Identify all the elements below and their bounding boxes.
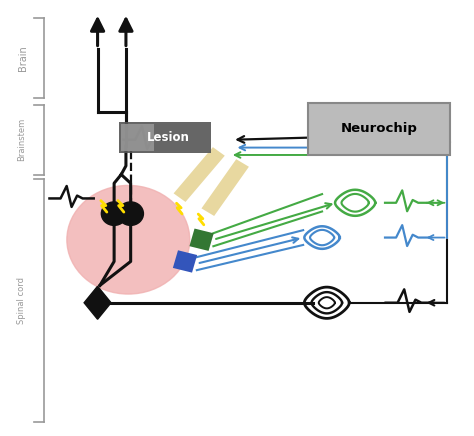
Text: Brain: Brain (18, 46, 28, 72)
Bar (173, 147, 225, 202)
Circle shape (101, 202, 127, 225)
Bar (173, 250, 197, 272)
Circle shape (118, 202, 144, 225)
FancyBboxPatch shape (308, 103, 450, 155)
Bar (190, 228, 214, 251)
Ellipse shape (67, 185, 190, 294)
Text: Brainstem: Brainstem (17, 118, 26, 161)
Text: Lesion: Lesion (147, 131, 190, 144)
FancyBboxPatch shape (121, 124, 155, 150)
FancyBboxPatch shape (119, 122, 211, 153)
Polygon shape (84, 286, 111, 319)
Text: Spinal cord: Spinal cord (17, 277, 26, 324)
Text: Neurochip: Neurochip (340, 122, 417, 135)
Bar (201, 159, 249, 216)
